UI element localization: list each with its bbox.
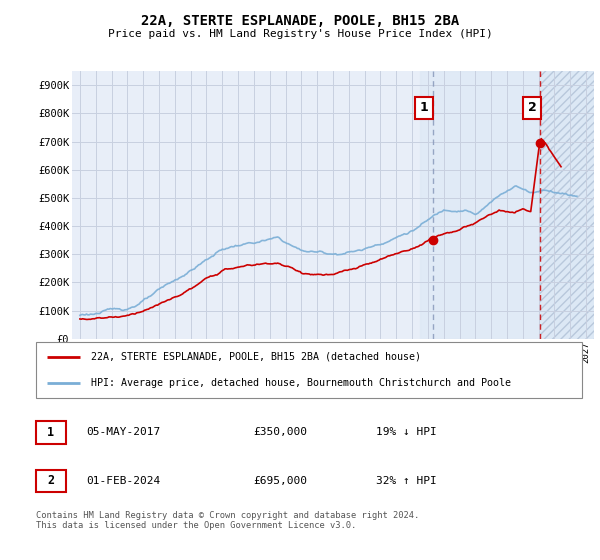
Text: 22A, STERTE ESPLANADE, POOLE, BH15 2BA: 22A, STERTE ESPLANADE, POOLE, BH15 2BA bbox=[141, 14, 459, 28]
Text: £695,000: £695,000 bbox=[253, 476, 307, 486]
Text: 19% ↓ HPI: 19% ↓ HPI bbox=[376, 427, 437, 437]
Text: Price paid vs. HM Land Registry's House Price Index (HPI): Price paid vs. HM Land Registry's House … bbox=[107, 29, 493, 39]
Bar bbox=[540, 71, 594, 339]
Text: HPI: Average price, detached house, Bournemouth Christchurch and Poole: HPI: Average price, detached house, Bour… bbox=[91, 379, 511, 389]
Text: 1: 1 bbox=[419, 101, 428, 114]
Text: 01-FEB-2024: 01-FEB-2024 bbox=[86, 476, 160, 486]
FancyBboxPatch shape bbox=[35, 469, 66, 492]
Text: 2: 2 bbox=[527, 101, 536, 114]
Text: 32% ↑ HPI: 32% ↑ HPI bbox=[376, 476, 437, 486]
Text: 22A, STERTE ESPLANADE, POOLE, BH15 2BA (detached house): 22A, STERTE ESPLANADE, POOLE, BH15 2BA (… bbox=[91, 352, 421, 362]
FancyBboxPatch shape bbox=[35, 342, 583, 398]
FancyBboxPatch shape bbox=[35, 421, 66, 444]
Text: Contains HM Land Registry data © Crown copyright and database right 2024.
This d: Contains HM Land Registry data © Crown c… bbox=[35, 511, 419, 530]
Text: 2: 2 bbox=[47, 474, 55, 487]
Text: 05-MAY-2017: 05-MAY-2017 bbox=[86, 427, 160, 437]
Bar bbox=[420, 71, 540, 339]
Text: 1: 1 bbox=[47, 426, 55, 438]
Text: £350,000: £350,000 bbox=[253, 427, 307, 437]
